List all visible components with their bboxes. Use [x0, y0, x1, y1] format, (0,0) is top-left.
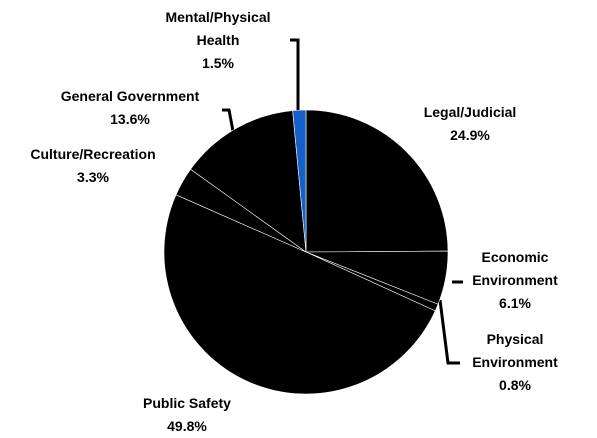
category-label: Economic Environment [472, 249, 558, 288]
value-label: 13.6% [110, 111, 150, 127]
slice-label: Legal/Judicial 24.9% [400, 101, 540, 147]
slice-label: Economic Environment 6.1% [455, 246, 575, 315]
slice-label: General Government 13.6% [30, 85, 230, 131]
leader-line [222, 108, 235, 132]
pie-slice [190, 110, 307, 253]
category-label: General Government [60, 88, 200, 104]
value-label: 3.3% [77, 169, 109, 185]
leader-line [438, 299, 460, 365]
category-label: Physical Environment [472, 331, 558, 370]
category-label: Legal/Judicial [423, 104, 517, 120]
value-label: 49.8% [167, 418, 207, 434]
slice-label: Mental/Physical Health 1.5% [148, 6, 288, 75]
value-label: 6.1% [499, 295, 531, 311]
category-label: Culture/Recreation [30, 146, 156, 162]
slice-label: Physical Environment 0.8% [455, 328, 575, 397]
pie-slice [163, 194, 436, 395]
value-label: 1.5% [202, 55, 234, 71]
leader-line [290, 38, 300, 113]
slice-label: Public Safety 49.8% [117, 392, 257, 438]
category-label: Mental/Physical Health [165, 9, 271, 48]
leader-lines [222, 38, 463, 365]
pie-slice [292, 109, 307, 253]
slice-label: Culture/Recreation 3.3% [3, 143, 183, 189]
value-label: 0.8% [499, 377, 531, 393]
value-label: 24.9% [450, 127, 490, 143]
pie-slice [305, 109, 449, 253]
category-label: Public Safety [143, 395, 231, 411]
